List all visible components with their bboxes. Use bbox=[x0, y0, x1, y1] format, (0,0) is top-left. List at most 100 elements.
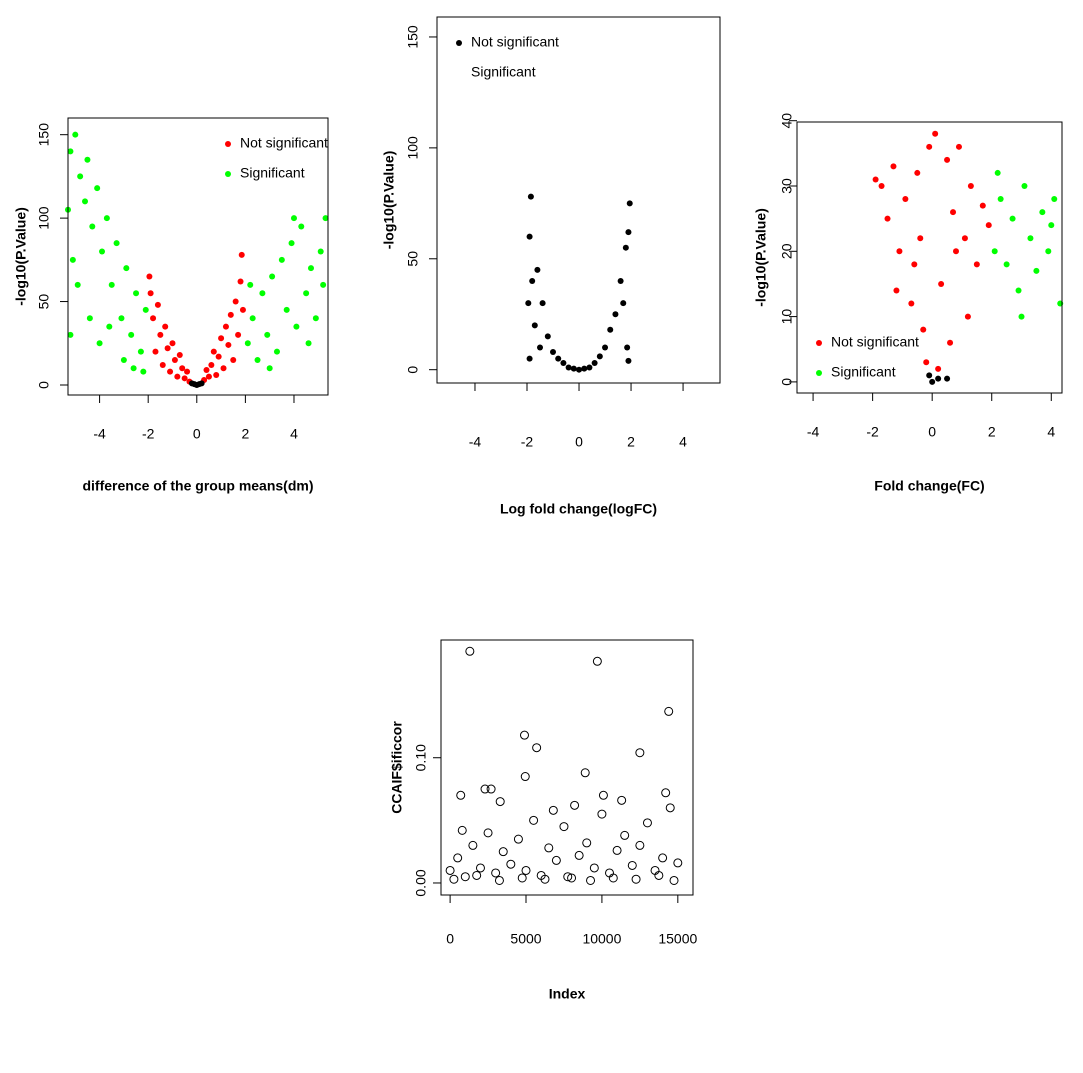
point bbox=[232, 298, 239, 305]
point bbox=[625, 357, 632, 364]
point bbox=[620, 300, 627, 307]
point bbox=[967, 182, 974, 189]
point bbox=[574, 850, 584, 860]
point bbox=[278, 256, 285, 263]
point bbox=[935, 365, 942, 372]
point bbox=[911, 261, 918, 268]
point bbox=[926, 143, 933, 150]
point bbox=[896, 248, 903, 255]
point bbox=[254, 356, 261, 363]
point bbox=[506, 859, 516, 869]
point bbox=[540, 874, 550, 884]
point bbox=[222, 323, 229, 330]
point bbox=[266, 365, 273, 372]
point bbox=[551, 855, 561, 865]
point bbox=[152, 348, 159, 355]
point bbox=[555, 355, 562, 362]
point bbox=[631, 874, 641, 884]
point bbox=[586, 364, 593, 371]
point bbox=[1009, 215, 1016, 222]
point bbox=[902, 196, 909, 203]
point bbox=[525, 300, 532, 307]
point bbox=[264, 331, 271, 338]
point bbox=[140, 368, 147, 375]
y-tick-label: 150 bbox=[36, 123, 52, 147]
point bbox=[953, 248, 959, 255]
point bbox=[305, 340, 312, 347]
point bbox=[203, 366, 210, 373]
point bbox=[480, 784, 490, 794]
point bbox=[598, 790, 608, 800]
point bbox=[550, 348, 557, 355]
point bbox=[67, 148, 74, 155]
point bbox=[288, 240, 295, 247]
point bbox=[589, 863, 599, 873]
point bbox=[184, 368, 191, 375]
point bbox=[935, 375, 942, 382]
point bbox=[567, 873, 577, 883]
point bbox=[917, 235, 924, 242]
legend-label: Significant bbox=[240, 165, 305, 181]
point bbox=[82, 198, 89, 205]
point bbox=[150, 315, 157, 322]
point bbox=[208, 361, 215, 368]
point bbox=[96, 340, 103, 347]
point bbox=[608, 873, 618, 883]
point bbox=[997, 196, 1004, 203]
point bbox=[529, 277, 536, 284]
point bbox=[171, 356, 178, 363]
point bbox=[298, 223, 305, 230]
y-axis-title: CCAIF$ificcor bbox=[389, 721, 405, 814]
point bbox=[89, 223, 96, 230]
point bbox=[475, 863, 485, 873]
point bbox=[635, 748, 645, 758]
point bbox=[303, 290, 310, 297]
point bbox=[486, 784, 496, 794]
point bbox=[312, 315, 319, 322]
y-axis-title: -log10(P.Value) bbox=[753, 208, 769, 307]
y-tick-label: 50 bbox=[36, 294, 52, 310]
point bbox=[290, 215, 297, 222]
point bbox=[964, 313, 971, 320]
y-axis-title: -log10(P.Value) bbox=[381, 151, 397, 250]
point bbox=[495, 797, 505, 807]
point bbox=[147, 290, 154, 297]
point bbox=[532, 743, 542, 753]
point bbox=[612, 845, 622, 855]
plot-frame bbox=[440, 639, 694, 896]
legend-label: Significant bbox=[471, 64, 536, 80]
y-tick-label: 150 bbox=[405, 25, 421, 49]
x-tick-label: 2 bbox=[627, 434, 635, 450]
point bbox=[465, 646, 475, 656]
point bbox=[559, 822, 569, 832]
point bbox=[498, 847, 508, 857]
point bbox=[472, 870, 482, 880]
point bbox=[86, 315, 93, 322]
point bbox=[237, 278, 244, 285]
plot-frame bbox=[436, 16, 721, 384]
point bbox=[283, 306, 290, 313]
x-axis-title: difference of the group means(dm) bbox=[82, 478, 313, 494]
point bbox=[1003, 261, 1010, 268]
point bbox=[123, 265, 130, 272]
point bbox=[1039, 209, 1046, 216]
point bbox=[531, 322, 538, 329]
point bbox=[570, 365, 577, 372]
point bbox=[661, 788, 671, 798]
point bbox=[94, 185, 101, 192]
y-tick-label: 50 bbox=[405, 251, 421, 267]
y-tick-label: 40 bbox=[779, 113, 795, 129]
point bbox=[596, 353, 603, 360]
point bbox=[582, 838, 592, 848]
point bbox=[658, 853, 668, 863]
legend-label: Not significant bbox=[831, 334, 919, 350]
y-axis-title: -log10(P.Value) bbox=[13, 207, 29, 306]
point bbox=[607, 326, 614, 333]
point bbox=[914, 169, 921, 176]
y-tick-label: 0 bbox=[405, 366, 421, 374]
point bbox=[973, 261, 980, 268]
point bbox=[445, 865, 455, 875]
x-tick-label: -4 bbox=[93, 426, 106, 442]
x-tick-label: 4 bbox=[290, 426, 298, 442]
